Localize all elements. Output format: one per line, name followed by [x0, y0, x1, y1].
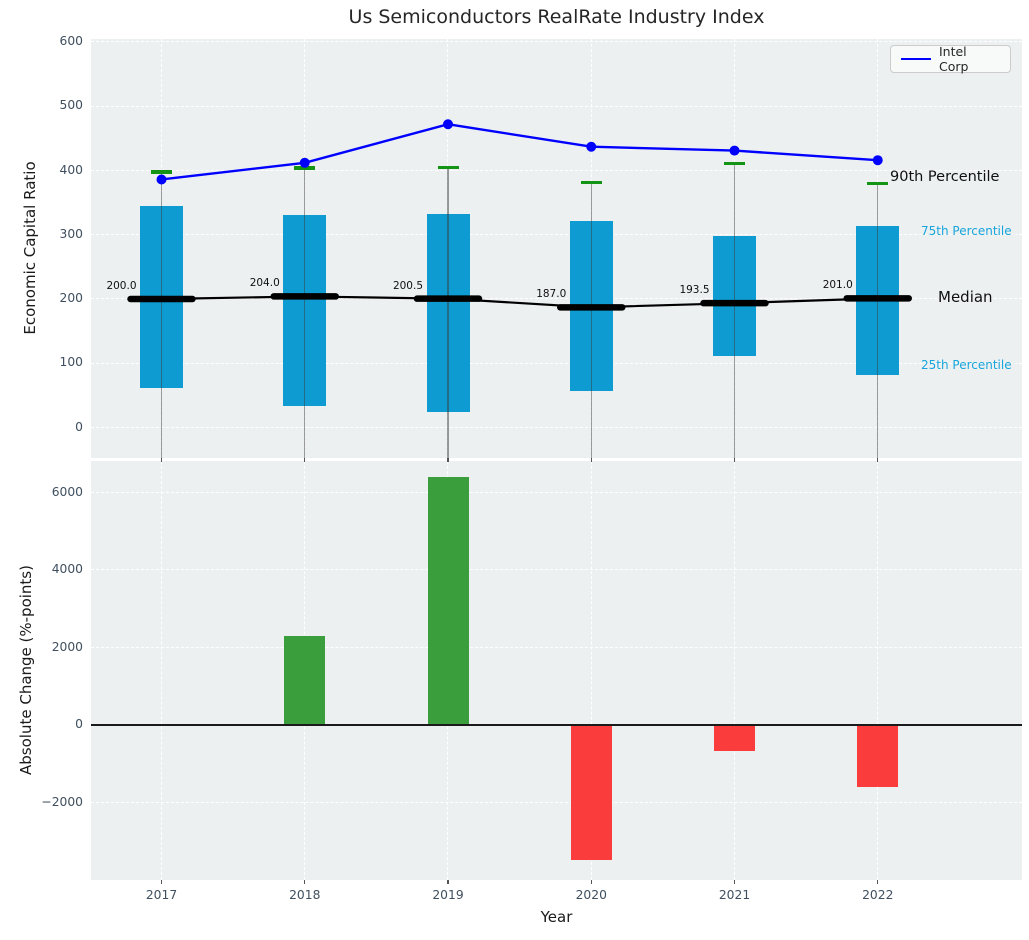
top-panel: 200.0 204.0 200.5 187.0 193.5 201.0: [91, 39, 1022, 458]
bottom-panel: [91, 461, 1022, 880]
top-panel-lines: [127, 119, 912, 311]
whisker-line: [877, 183, 879, 458]
axis-tick: [733, 880, 736, 884]
legend-label: Intel Corp: [938, 44, 969, 74]
axis-tick: [160, 458, 163, 462]
axis-tick: [590, 880, 592, 884]
gridline-v: [160, 461, 162, 880]
axis-tick: [590, 458, 592, 462]
whisker-line: [447, 167, 449, 458]
y-tick-label: 400: [59, 162, 83, 177]
intel-marker: [443, 119, 453, 130]
p90-tick: [294, 166, 316, 170]
y-tick-label: 600: [59, 34, 83, 48]
x-tick-label: 2018: [289, 888, 321, 902]
bottom-y-axis-label: Absolute Change (%-points): [17, 565, 35, 775]
y-tick-label: 100: [59, 355, 83, 370]
x-tick-label: 2022: [862, 888, 894, 902]
median-value-label: 200.0: [106, 280, 137, 292]
change-bar: [857, 725, 899, 788]
x-axis-label: Year: [540, 908, 573, 926]
x-tick-label: 2021: [718, 888, 751, 902]
p90-tick: [151, 170, 172, 174]
median-value-label: 187.0: [536, 288, 567, 301]
gridline-h: [91, 801, 1022, 803]
change-bar: [427, 477, 469, 725]
zero-line: [91, 724, 1022, 726]
gridline-h: [91, 41, 1022, 43]
y-tick-label: 2000: [51, 639, 83, 654]
y-tick-label: 500: [59, 98, 83, 113]
gridline-h: [91, 298, 1022, 300]
x-tick-label: 2019: [432, 888, 464, 902]
axis-tick: [447, 458, 449, 462]
axis-tick: [877, 880, 879, 884]
y-tick-label: 300: [59, 226, 83, 241]
p90-tick: [867, 181, 889, 186]
whisker-line: [733, 163, 736, 458]
gridline-h: [91, 234, 1022, 236]
gridline-h: [91, 362, 1022, 364]
gridline-h: [91, 426, 1022, 428]
annotation-75th-percentile: 75th Percentile: [921, 224, 1012, 238]
intel-marker: [729, 145, 740, 156]
chart-title: Us Semiconductors RealRate Industry Inde…: [348, 6, 765, 28]
gridline-v: [590, 461, 592, 880]
gridline-h: [91, 491, 1022, 493]
intel-line: [161, 123, 878, 181]
whisker-line: [590, 182, 592, 458]
gridline-h: [91, 169, 1022, 171]
p90-tick: [580, 180, 602, 185]
change-bar: [714, 725, 755, 751]
axis-tick: [304, 458, 306, 462]
y-tick-label: 6000: [51, 484, 83, 499]
axis-tick: [877, 458, 879, 462]
axis-tick: [160, 880, 163, 884]
intel-marker: [156, 174, 167, 185]
annotation-median: Median: [938, 288, 993, 306]
annotation-90th-percentile: 90th Percentile: [890, 169, 1000, 185]
intel-marker: [872, 155, 883, 166]
median-value-label: 204.0: [249, 277, 280, 290]
y-tick-label: 0: [75, 717, 83, 731]
x-tick-label: 2017: [145, 888, 178, 902]
y-tick-label: 200: [59, 291, 83, 305]
median-value-label: 193.5: [679, 284, 710, 297]
intel-marker: [586, 141, 597, 152]
gridline-v: [877, 461, 879, 880]
annotation-25th-percentile: 25th Percentile: [921, 358, 1012, 372]
y-tick-label: −2000: [41, 794, 83, 809]
change-bar: [284, 635, 326, 725]
legend-line-sample: [901, 58, 931, 60]
gridline-h: [91, 105, 1022, 107]
median-value-label: 201.0: [822, 279, 853, 292]
median-value-label: 200.5: [392, 279, 423, 292]
gridline-h: [91, 569, 1022, 571]
intel-marker: [299, 157, 310, 168]
axis-tick: [447, 880, 449, 884]
gridline-h: [91, 646, 1022, 648]
top-y-axis-label: Economic Capital Ratio: [21, 161, 39, 335]
whisker-line: [160, 171, 163, 458]
y-tick-label: 4000: [51, 562, 83, 576]
p90-tick: [724, 161, 745, 166]
whisker-line: [304, 167, 306, 458]
axis-tick: [304, 880, 306, 884]
y-tick-label: 0: [75, 419, 83, 434]
p90-tick: [437, 165, 459, 170]
legend: Intel Corp: [890, 44, 1011, 74]
x-tick-label: 2020: [575, 888, 607, 902]
axis-tick: [733, 458, 736, 462]
change-bar: [570, 725, 612, 860]
gridline-v: [733, 461, 735, 880]
